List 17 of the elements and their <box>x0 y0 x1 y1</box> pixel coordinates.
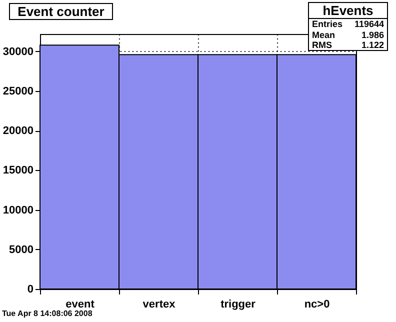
text: Mean 1.986 <box>312 30 384 40</box>
x-tick-label: vertex <box>142 298 176 310</box>
text: Tue Apr 8 14:08:06 2008 <box>2 309 92 318</box>
chart-title: Event counter <box>9 3 113 20</box>
text: Entries 119644 <box>312 19 384 29</box>
y-tick-label: 30000 <box>2 46 34 58</box>
y-tick-label: 10000 <box>2 204 34 216</box>
x-tick-label: nc>0 <box>304 298 330 310</box>
y-tick-label: 20000 <box>2 125 34 138</box>
y-tick-label: 25000 <box>2 86 34 98</box>
x-tick-label: event <box>66 298 95 310</box>
text: RMS 1.122 <box>312 40 384 50</box>
y-tick-label: 15000 <box>2 164 34 177</box>
y-tick-label: 5000 <box>9 244 34 256</box>
text: hEvents <box>309 3 387 19</box>
y-tick-label: 0 <box>27 284 34 296</box>
x-tick-label: trigger <box>220 298 256 310</box>
